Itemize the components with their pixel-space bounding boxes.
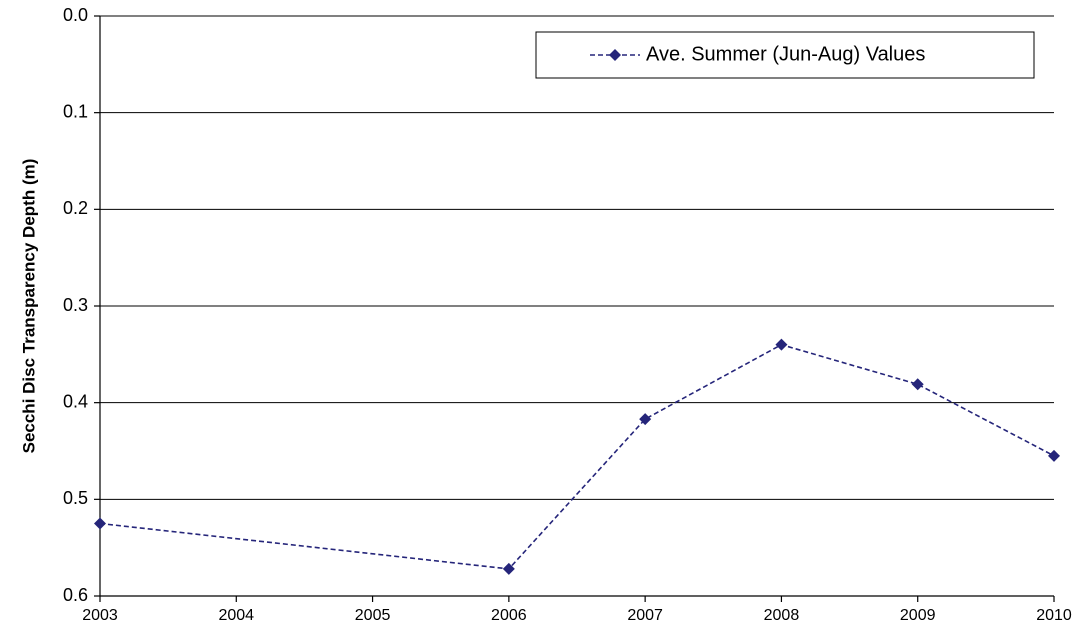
data-line xyxy=(99,343,1055,570)
y-tick-label: 0.3 xyxy=(63,295,88,315)
data-point xyxy=(911,378,924,391)
x-tick-label: 2005 xyxy=(355,607,391,624)
legend-label: Ave. Summer (Jun-Aug) Values xyxy=(646,43,925,65)
x-tick-label: 2003 xyxy=(82,607,118,624)
data-point xyxy=(775,338,788,351)
data-point xyxy=(94,517,106,530)
y-tick-label: 0.0 xyxy=(63,5,88,25)
legend-marker xyxy=(609,49,621,61)
x-tick-label: 2007 xyxy=(627,607,663,624)
x-tick-label: 2009 xyxy=(900,607,936,624)
data-point xyxy=(1048,449,1060,462)
x-tick-label: 2008 xyxy=(764,607,800,624)
data-point xyxy=(639,413,652,426)
y-tick-label: 0.1 xyxy=(63,101,88,121)
y-tick-label: 0.2 xyxy=(63,198,88,218)
y-tick-label: 0.4 xyxy=(63,391,88,411)
x-tick-label: 2010 xyxy=(1036,607,1072,624)
y-tick-label: 0.5 xyxy=(63,488,88,508)
data-point xyxy=(502,562,515,575)
x-tick-label: 2006 xyxy=(491,607,527,624)
y-axis-label: Secchi Disc Transparency Depth (m) xyxy=(19,159,38,454)
x-tick-label: 2004 xyxy=(218,607,254,624)
y-tick-label: 0.6 xyxy=(63,585,88,605)
